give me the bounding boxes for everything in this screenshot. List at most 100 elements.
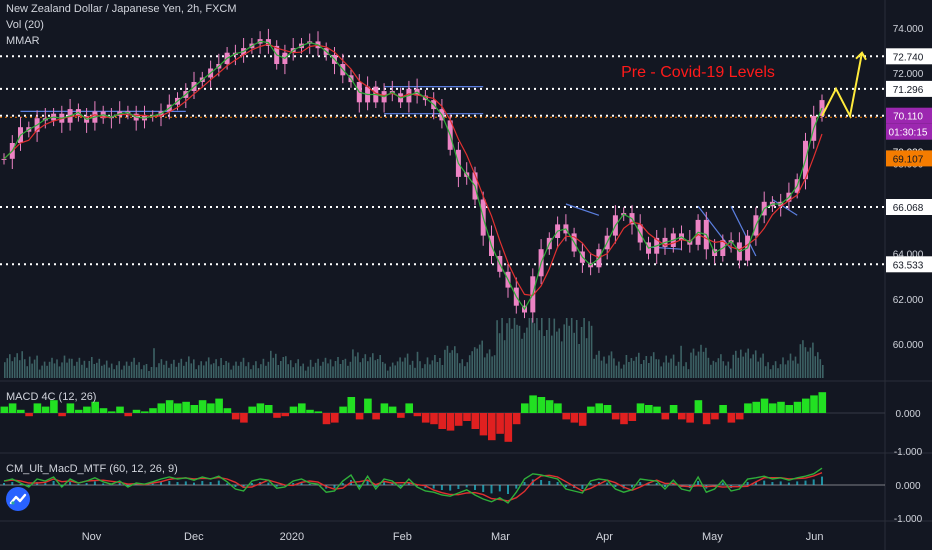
macd-bar [99, 408, 108, 413]
cm-histogram-bar [581, 485, 584, 489]
macd-bar [446, 413, 455, 431]
volume-bar [531, 318, 533, 378]
volume-bar [720, 354, 722, 378]
volume-bar [6, 358, 9, 378]
macd-bar [537, 397, 546, 413]
cm-histogram-bar [647, 482, 650, 485]
volume-bar [822, 365, 824, 378]
volume-bar [424, 364, 426, 378]
volume-bar [769, 369, 772, 378]
cm-histogram-bar [564, 485, 567, 487]
volume-bar [16, 353, 18, 378]
ma-fast-line [3, 40, 823, 311]
volume-bar [715, 362, 717, 378]
volume-bar [71, 358, 73, 378]
cm-histogram-bar [804, 480, 807, 485]
macd-legend[interactable]: MACD 4C (12, 26) [6, 391, 97, 403]
cm-histogram-bar [763, 480, 766, 485]
volume-legend[interactable]: Vol (20) [6, 19, 44, 31]
volume-bar [185, 361, 188, 378]
volume-bar [367, 361, 369, 378]
volume-bar [767, 362, 769, 378]
cm-histogram-bar [366, 480, 369, 485]
level-price-label: 71.296 [893, 85, 924, 96]
volume-bar [302, 363, 304, 378]
volume-bar [11, 361, 14, 378]
price-axis: 74.00072.00062.00060.00068.00064.00072.7… [886, 24, 932, 525]
macd-bar [620, 413, 628, 425]
volume-bar [217, 366, 220, 378]
volume-bar [324, 357, 327, 378]
cm-histogram-bar [308, 484, 311, 485]
time-tick: Nov [82, 531, 102, 543]
cm-macd-legend[interactable]: CM_Ult_MacD_MTF (60, 12, 26, 9) [6, 463, 178, 475]
volume-bar [280, 361, 282, 378]
volume-bar [809, 347, 812, 378]
cm-histogram-bar [201, 481, 204, 485]
volume-bar [551, 335, 553, 378]
macd-bar [793, 401, 802, 413]
volume-bar [354, 356, 357, 378]
macd-bar [405, 403, 413, 413]
tradingview-logo-icon[interactable] [6, 487, 30, 511]
volume-bar [710, 364, 712, 378]
ma-legend[interactable]: MMAR [6, 35, 40, 47]
volume-bar [120, 369, 123, 378]
volume-bar [807, 351, 809, 378]
volume-bar [76, 361, 78, 378]
volume-bar [242, 357, 245, 378]
volume-bar [449, 352, 451, 378]
volume-bar [794, 356, 797, 378]
volume-bar [322, 361, 324, 378]
macd-bar [777, 401, 785, 413]
macd-bar [694, 400, 703, 413]
volume-bar [727, 361, 730, 378]
cm-histogram-bar [482, 485, 485, 492]
volume-bar [285, 356, 287, 378]
cm-histogram-bar [548, 481, 551, 485]
volume-bar [454, 346, 456, 378]
volume-bar [441, 365, 444, 378]
macd-bar [281, 413, 289, 417]
volume-bar [483, 357, 486, 378]
volume-bar [419, 361, 421, 378]
cm-histogram-bar [234, 485, 237, 487]
volume-bar [605, 363, 608, 378]
volume-bar [583, 318, 585, 378]
volume-bar [707, 357, 710, 378]
macd-bar [165, 400, 174, 413]
volume-bar [56, 359, 58, 378]
trendline [565, 203, 600, 216]
volume-bar [399, 357, 401, 378]
volume-bar [155, 367, 158, 378]
volume-bar [270, 350, 272, 378]
volume-bar [675, 365, 677, 378]
volume-bar [396, 361, 399, 378]
countdown-label-bg [886, 123, 932, 140]
volume-bar [220, 358, 222, 378]
covid-annotation: Pre - Covid-19 Levels [621, 64, 775, 81]
level-price-label-bg [886, 199, 932, 215]
volume-bar [178, 362, 180, 378]
volume-bar [41, 365, 43, 378]
macd-bar [760, 398, 769, 413]
macd-bar [702, 413, 711, 425]
cm-histogram-bar [606, 482, 609, 485]
volume-bar [411, 360, 414, 378]
volume-bar [565, 318, 568, 378]
volume-bar [342, 360, 344, 378]
cm-histogram-bar [754, 481, 757, 485]
volume-bar [275, 353, 277, 378]
volume-bar [436, 362, 439, 378]
volume-bar [695, 355, 697, 378]
volume-bar [779, 364, 782, 378]
volume-bar [158, 363, 160, 378]
volume-bar [297, 359, 299, 378]
volume-bar [742, 356, 744, 378]
volume-bar [692, 348, 695, 378]
cm-histogram-bar [523, 482, 526, 485]
chart-title[interactable]: New Zealand Dollar / Japanese Yen, 2h, F… [6, 3, 237, 15]
cm-histogram-bar [465, 485, 468, 488]
